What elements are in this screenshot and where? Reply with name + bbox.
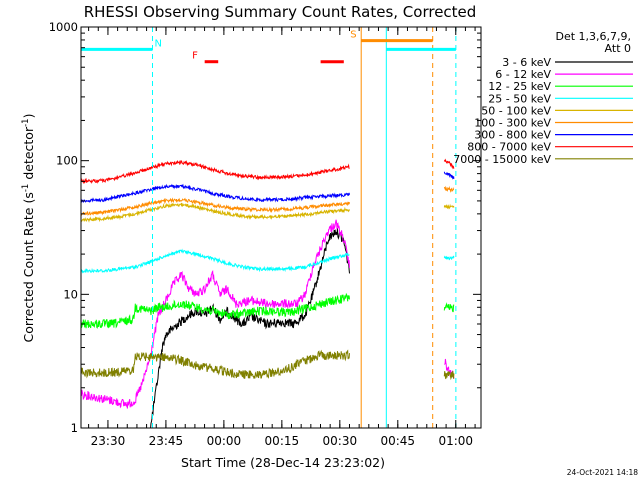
series-12-25-kev-line-part2	[443, 302, 455, 313]
legend-label: 3 - 6 keV	[502, 56, 551, 69]
legend-label: 100 - 300 keV	[474, 117, 551, 130]
traces-layer	[80, 158, 455, 429]
legend-item-3-6-kev: 3 - 6 keV	[502, 56, 633, 69]
legend-label: 50 - 100 keV	[481, 104, 551, 117]
y-axis-label-sup2: -1	[21, 118, 31, 126]
legend-label: 12 - 25 keV	[488, 80, 551, 93]
x-tick-label: 00:00	[207, 434, 242, 448]
series-100-300-kev-line-part2	[443, 185, 455, 193]
y-tick-label: 100	[56, 154, 78, 168]
legend-item-7000-15000-kev: 7000 - 15000 keV	[453, 153, 633, 166]
series-50-100-kev-line-part1	[80, 202, 350, 223]
series-50-100-kev-trace	[80, 202, 455, 223]
plot-area	[81, 27, 481, 428]
y-axis-label-start: Corrected Count Rate (s	[21, 192, 36, 342]
legend-item-300-800-kev: 300 - 800 keV	[474, 129, 633, 142]
x-tick-label: 00:30	[323, 434, 358, 448]
series-6-12-kev-line-part1	[80, 219, 350, 409]
series-25-50-kev-line-part1	[80, 248, 350, 274]
legend-label: 6 - 12 keV	[495, 68, 551, 81]
legend-item-12-25-kev: 12 - 25 keV	[488, 80, 633, 93]
legend-item-50-100-kev: 50 - 100 keV	[481, 104, 633, 117]
series-12-25-kev-trace	[80, 292, 455, 329]
y-axis-label: Corrected Count Rate (s-1 detector-1)	[21, 114, 36, 343]
legend-label: 25 - 50 keV	[488, 92, 551, 105]
legend-label: 800 - 7000 keV	[467, 141, 551, 154]
axes-layer: 1 10 100 1000 23:30 23:45 00:00 00:15 00:30 00:45…	[49, 20, 482, 448]
legend-item-25-50-kev: 25 - 50 keV	[488, 92, 633, 105]
plot-frame	[80, 26, 482, 429]
series-7000-15000-kev-trace	[80, 349, 455, 381]
overlay-layer: N F S	[81, 27, 457, 428]
flag-n-label: N	[155, 38, 162, 49]
series-300-800-kev-line-part2	[443, 171, 455, 180]
series-25-50-kev-line-part2	[443, 255, 455, 261]
legend-item-6-12-kev: 6 - 12 keV	[495, 68, 633, 81]
flag-s-label: S	[350, 30, 356, 41]
legend-label: 300 - 800 keV	[474, 129, 551, 142]
x-tick-label: 23:30	[91, 434, 126, 448]
chart-title: RHESSI Observing Summary Count Rates, Co…	[84, 3, 477, 21]
legend-item-800-7000-kev: 800 - 7000 keV	[467, 141, 633, 154]
legend-item-100-300-kev: 100 - 300 keV	[474, 117, 633, 130]
timestamp: 24-Oct-2021 14:18	[567, 468, 638, 477]
flag-f-label: F	[192, 51, 198, 62]
y-axis-label-sup1: -1	[21, 184, 31, 192]
series-800-7000-kev-trace	[80, 158, 455, 185]
series-25-50-kev-trace	[80, 248, 455, 274]
y-tick-label: 1000	[49, 20, 78, 34]
legend-header-attenuator: Att 0	[605, 42, 631, 55]
x-tick-label: 01:00	[438, 434, 473, 448]
x-axis-label: Start Time (28-Dec-14 23:23:02)	[181, 455, 385, 470]
legend-header: Det 1,3,6,7,9,	[555, 30, 631, 43]
series-300-800-kev-line-part1	[80, 183, 350, 204]
x-tick-label: 00:45	[380, 434, 415, 448]
x-tick-label: 23:45	[149, 434, 184, 448]
plot-background	[81, 27, 481, 428]
series-7000-15000-kev-line-part1	[80, 349, 350, 379]
y-axis-label-end: )	[21, 114, 36, 119]
y-tick-label: 10	[63, 287, 78, 301]
series-300-800-kev-trace	[80, 171, 455, 204]
series-50-100-kev-line-part2	[443, 203, 455, 210]
y-tick-label: 1	[71, 421, 78, 435]
y-axis-label-mid: detector	[21, 126, 36, 184]
x-tick-label: 00:15	[265, 434, 300, 448]
series-100-300-kev-trace	[80, 185, 455, 216]
series-800-7000-kev-line-part2	[443, 158, 455, 170]
series-800-7000-kev-line-part1	[80, 159, 350, 185]
series-12-25-kev-line-part1	[80, 292, 350, 329]
legend-label: 7000 - 15000 keV	[453, 153, 551, 166]
series-7000-15000-kev-line-part2	[443, 370, 455, 381]
series-100-300-kev-line-part1	[80, 197, 350, 216]
